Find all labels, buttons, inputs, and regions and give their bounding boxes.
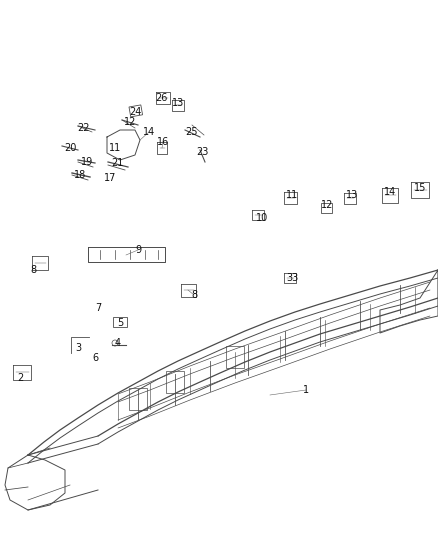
Bar [166,371,184,393]
Text: 14: 14 [143,127,155,137]
Text: 14: 14 [384,187,396,197]
Text: 15: 15 [414,183,426,193]
Text: 16: 16 [157,137,169,147]
Text: 1: 1 [303,385,309,395]
Bar [321,203,332,213]
Text: 13: 13 [172,98,184,108]
Text: 10: 10 [256,213,268,223]
Text: 11: 11 [109,143,121,153]
Bar [113,317,127,327]
Text: 11: 11 [286,190,298,200]
Text: 33: 33 [286,273,298,283]
Text: 12: 12 [124,117,136,127]
Text: 18: 18 [74,170,86,180]
Text: 20: 20 [64,143,76,153]
Text: 8: 8 [30,265,36,275]
Text: 26: 26 [155,93,167,103]
Text: 2: 2 [17,373,23,383]
Text: 25: 25 [186,127,198,137]
Text: 13: 13 [346,190,358,200]
Text: 19: 19 [81,157,93,167]
Text: 8: 8 [191,290,197,300]
Text: 6: 6 [92,353,98,363]
Text: 24: 24 [129,107,141,117]
Bar [129,105,142,117]
Bar [226,346,244,368]
Bar [129,388,147,410]
Text: 7: 7 [95,303,101,313]
Text: 3: 3 [75,343,81,353]
Text: 22: 22 [77,123,89,133]
Text: 12: 12 [321,200,333,210]
Text: 9: 9 [135,245,141,255]
Text: 23: 23 [196,147,208,157]
Text: 17: 17 [104,173,116,183]
Text: 5: 5 [117,318,123,328]
Text: 4: 4 [115,338,121,348]
Text: 21: 21 [111,158,123,168]
